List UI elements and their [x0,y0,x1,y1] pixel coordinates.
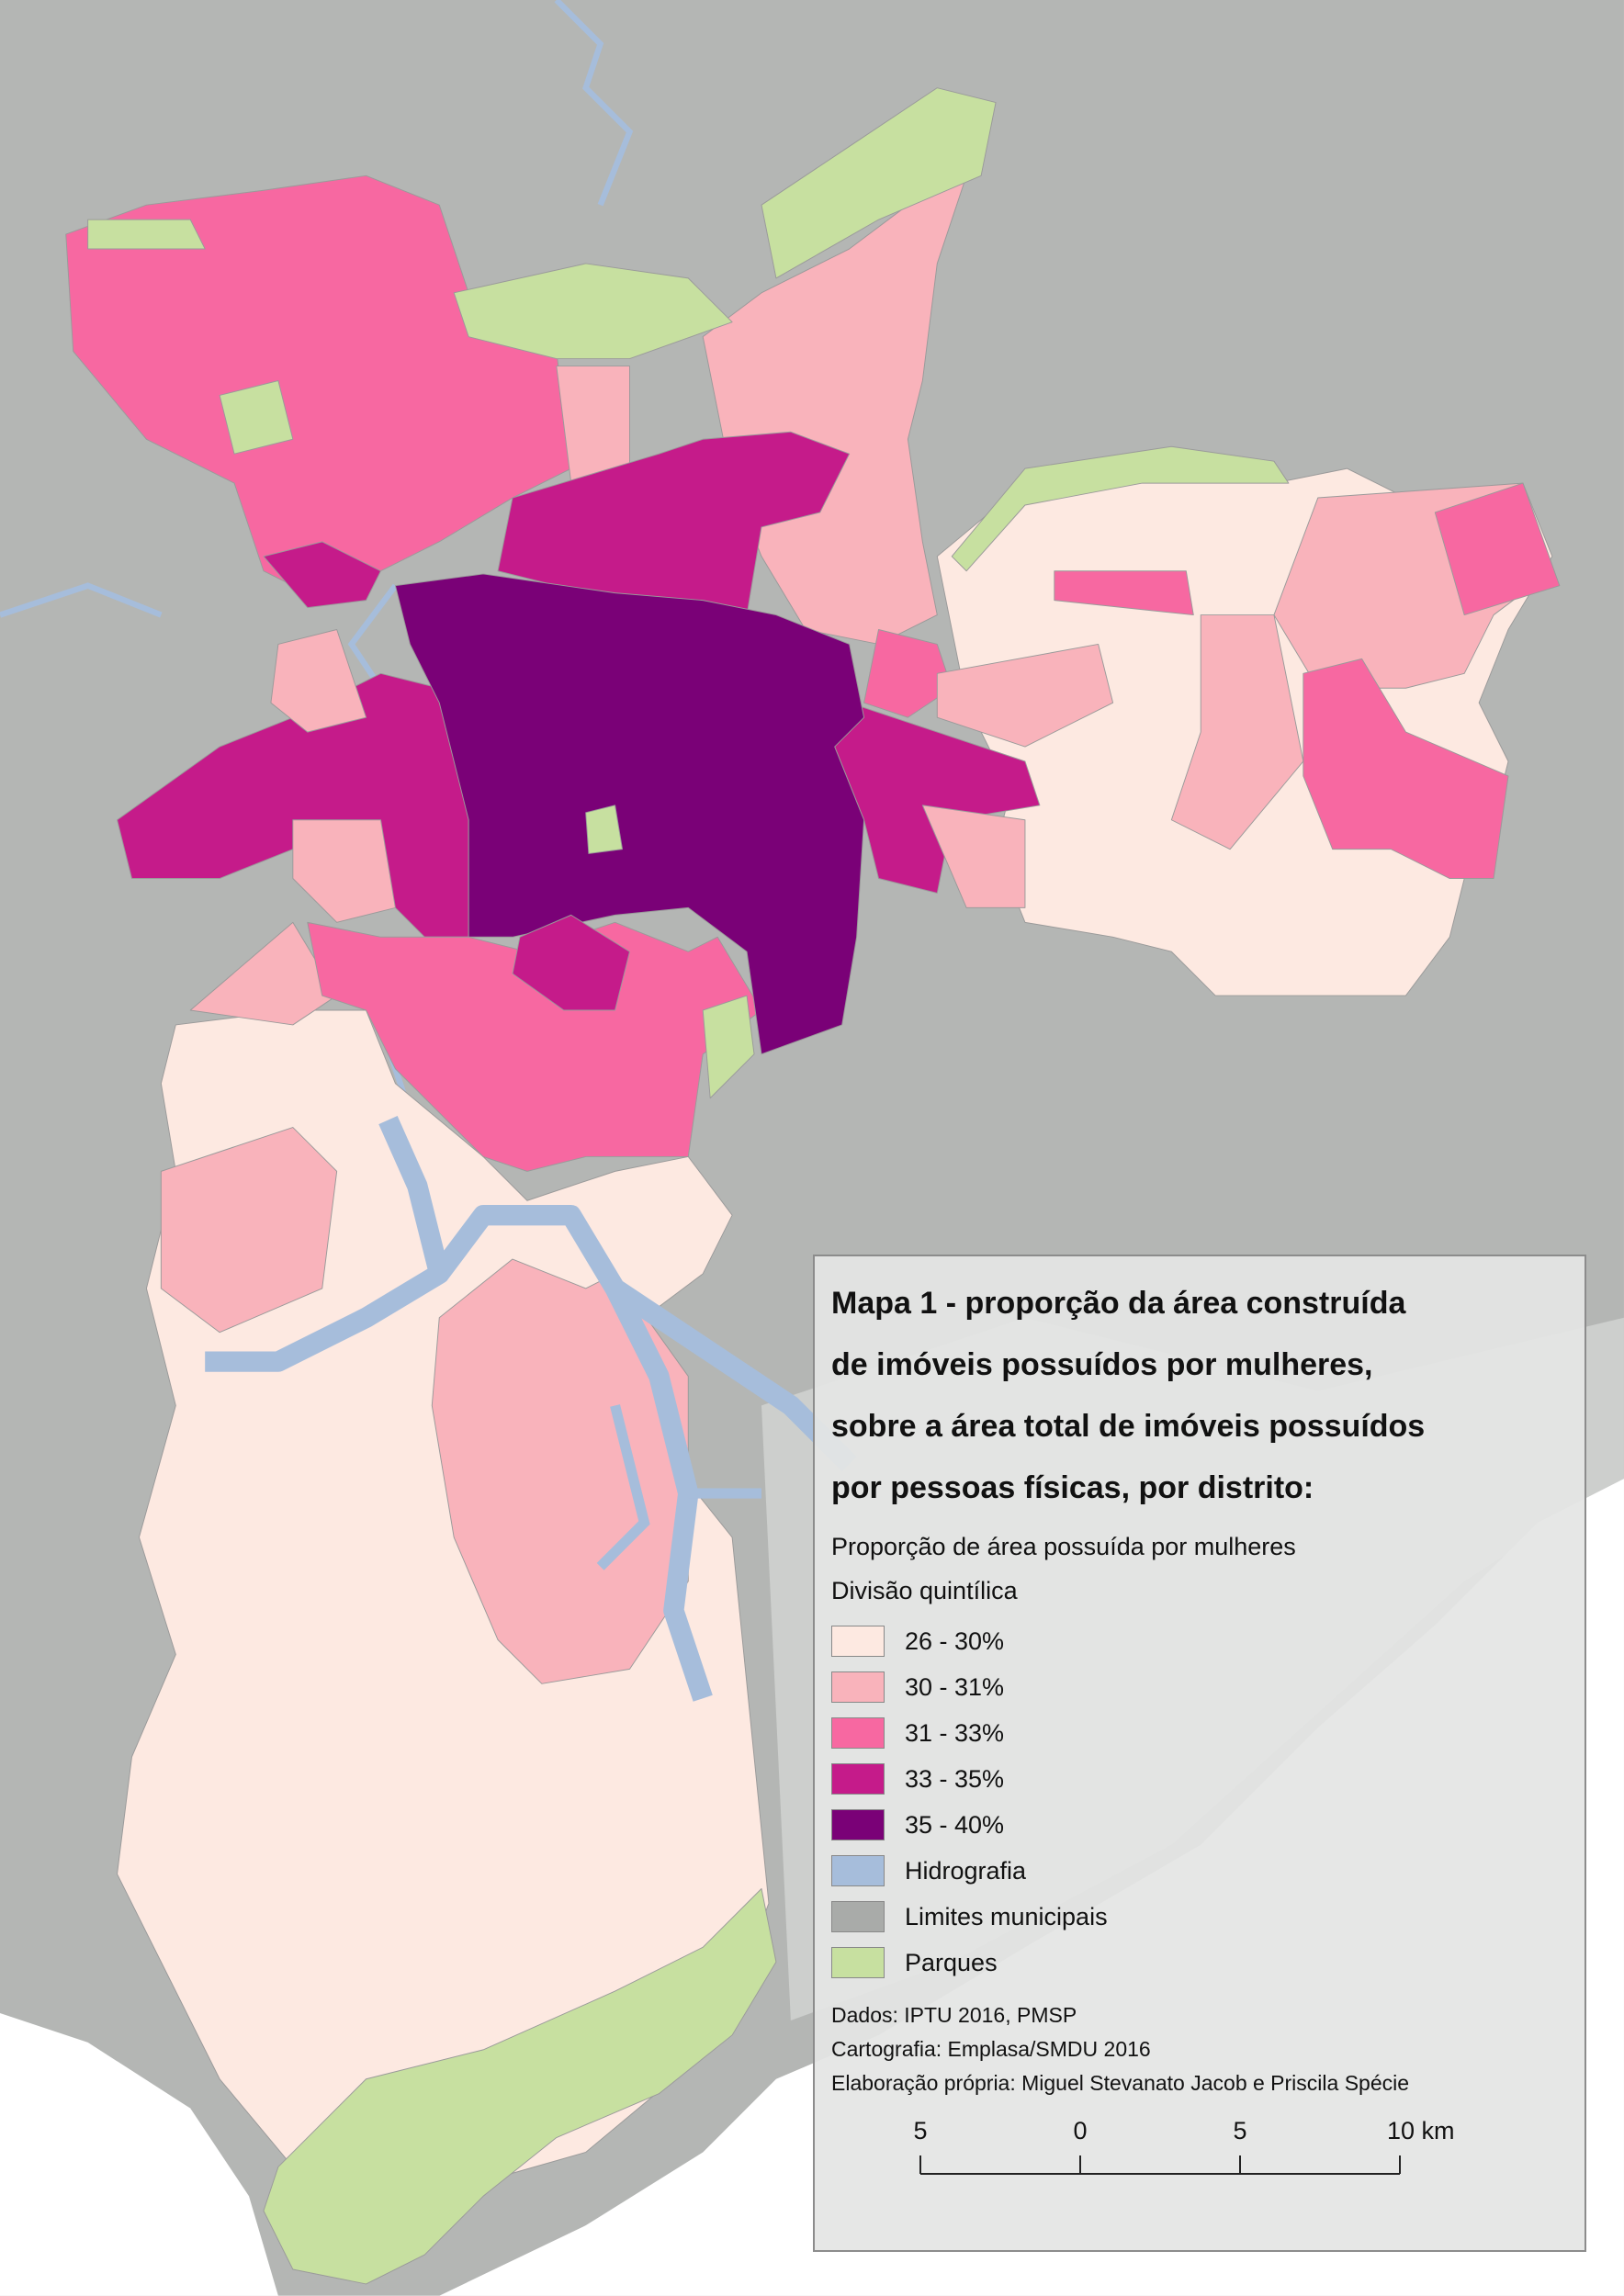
district-area [292,819,396,923]
outside-area [0,2013,278,2296]
legend-item: Parques [831,1940,1585,1986]
legend-title: Mapa 1 - proporção da área construída de … [831,1273,1585,1519]
legend-label: Hidrografia [905,1856,1027,1885]
legend-label: 31 - 33% [905,1718,1005,1747]
legend-swatch [831,1763,885,1795]
scale-label: 5 [913,2117,927,2144]
legend-swatch [831,1626,885,1657]
legend-item: 33 - 35% [831,1756,1585,1802]
district-area [394,573,865,1055]
title-line: de imóveis possuídos por mulheres, [831,1347,1373,1382]
district-area [512,914,630,1011]
district-area [1054,570,1194,616]
legend-item: Limites municipais [831,1894,1585,1940]
scale-label: 5 [1233,2117,1246,2144]
subtitle-line: Proporção de área possuída por mulheres [831,1533,1296,1560]
legend-item: Hidrografia [831,1848,1585,1894]
legend-items: 26 - 30% 30 - 31% 31 - 33% 33 - 35% 35 - 40%… [831,1618,1585,1986]
district-area [1303,658,1509,879]
legend: Mapa 1 - proporção da área construída de … [813,1255,1586,2252]
park [219,380,294,455]
title-line: por pessoas físicas, por distrito: [831,1470,1314,1505]
park [951,445,1290,572]
park [263,1888,777,2285]
reservoir [596,1404,761,1570]
legend-swatch [831,1901,885,1932]
legend-label: Limites municipais [905,1902,1108,1930]
scale-label: 10 km [1387,2117,1455,2144]
district-area [863,629,953,718]
park [702,995,755,1099]
legend-swatch [831,1855,885,1886]
credit-line: Dados: IPTU 2016, PMSP [831,2003,1077,2027]
district-area [702,174,967,645]
district-area [263,541,381,609]
park [585,805,624,854]
subtitle-line: Divisão quintílica [831,1577,1018,1604]
legend-item: 31 - 33% [831,1710,1585,1756]
legend-swatch [831,1671,885,1703]
scale-label: 0 [1073,2117,1087,2144]
river [0,0,634,1114]
legend-item: 35 - 40% [831,1802,1585,1848]
legend-subtitle: Proporção de área possuída por mulheres D… [831,1525,1585,1613]
legend-swatch [831,1947,885,1978]
legend-label: Parques [905,1948,998,1976]
legend-label: 35 - 40% [905,1810,1005,1839]
district-area [270,629,367,733]
district-area [431,1258,689,1684]
legend-swatch [831,1809,885,1840]
credits: Dados: IPTU 2016, PMSP Cartografia: Empla… [831,1998,1585,2100]
park [453,263,733,360]
credit-line: Cartografia: Emplasa/SMDU 2016 [831,2037,1151,2061]
legend-item: 30 - 31% [831,1664,1585,1710]
legend-label: 26 - 30% [905,1626,1005,1655]
district-area [921,805,1026,908]
legend-label: 30 - 31% [905,1672,1005,1701]
legend-swatch [831,1717,885,1749]
legend-label: 33 - 35% [905,1764,1005,1793]
scale-bar: 5 0 5 10 km [913,2117,1455,2175]
district-area [936,643,1114,748]
district-area [160,1127,338,1334]
park [87,219,206,250]
district-area [1434,482,1561,616]
park [761,87,997,279]
district-area [1170,614,1304,850]
credit-line: Elaboração própria: Miguel Stevanato Jac… [831,2071,1410,2095]
title-line: Mapa 1 - proporção da área construída [831,1286,1406,1321]
legend-item: 26 - 30% [831,1618,1585,1664]
title-line: sobre a área total de imóveis possuídos [831,1409,1426,1444]
